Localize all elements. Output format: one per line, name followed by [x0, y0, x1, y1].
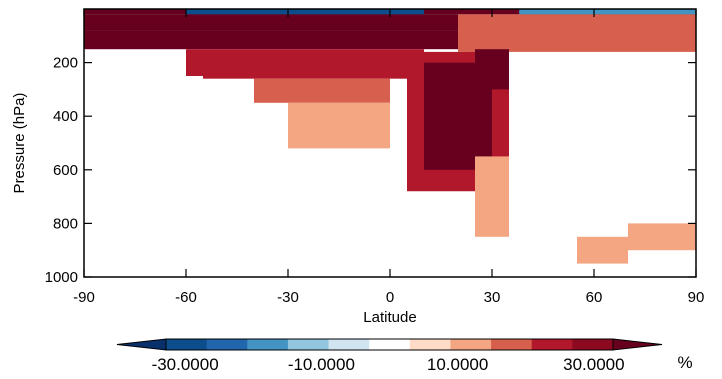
colorbar-segment-10 [531, 339, 573, 350]
colorbar-arrow-low [116, 338, 167, 351]
heatmap-cell-4 [84, 30, 458, 50]
y-axis-title: Pressure (hPa) [11, 93, 28, 194]
y-tick-label-0: 200 [53, 55, 78, 72]
colorbar-segment-9 [491, 339, 533, 350]
heatmap-cell-20 [628, 223, 696, 251]
colorbar-unit-label: % [677, 353, 692, 372]
y-tick-label-1: 400 [53, 108, 78, 125]
heatmap-cell-6 [186, 49, 424, 79]
colorbar-tick-label-2: 10.0000 [427, 355, 488, 374]
colorbar-segment-2 [206, 339, 248, 350]
colorbar-arrow-high [612, 338, 663, 351]
heatmap-cells [84, 9, 696, 277]
heatmap-cell-15 [84, 76, 203, 103]
colorbar-tick-label-0: -30.0000 [152, 355, 219, 374]
heatmap-cell-21 [679, 263, 696, 277]
heatmap-cell-3 [84, 14, 458, 31]
colorbar-tick-label-1: -10.0000 [288, 355, 355, 374]
y-tick-label-3: 800 [53, 215, 78, 232]
y-tick-label-4: 1000 [45, 269, 78, 286]
y-axis: 200 400 600 800 1000 [45, 55, 696, 286]
colorbar-segment-11 [572, 339, 614, 350]
x-tick-label-5: 60 [586, 289, 603, 306]
heatmap-cell-16 [84, 102, 135, 210]
colorbar-segment-6 [369, 339, 411, 350]
heatmap-cell-18 [407, 210, 424, 232]
heatmap-cell-14 [475, 156, 509, 237]
heatmap-cell-5 [458, 14, 696, 52]
heatmap-cell-19 [577, 236, 628, 264]
colorbar-segment-8 [450, 339, 492, 350]
x-tick-label-2: -30 [277, 289, 299, 306]
colorbar-segment-1 [166, 339, 208, 350]
y-tick-label-2: 600 [53, 162, 78, 179]
x-tick-label-4: 30 [484, 289, 501, 306]
heatmap-cell-13 [475, 49, 509, 90]
colorbar-segment-3 [247, 339, 289, 350]
x-tick-label-3: 0 [386, 289, 394, 306]
heatmap-cell-1 [519, 9, 696, 15]
heatmap-cell-2 [186, 9, 424, 15]
colorbar-segment-4 [287, 339, 330, 350]
colorbar-frame [165, 338, 614, 351]
heatmap-cell-12 [458, 116, 492, 143]
heatmap-cell-8 [288, 102, 390, 149]
colorbar-segment-5 [328, 339, 370, 350]
x-tick-label-0: -90 [73, 289, 95, 306]
x-axis-title: Latitude [363, 309, 416, 326]
heatmap-cell-7 [254, 78, 390, 103]
colorbar: -30.0000 -10.0000 10.0000 30.0000 [116, 338, 663, 374]
x-axis: -90 -60 -30 0 30 60 90 [73, 9, 704, 306]
x-tick-label-6: 90 [688, 289, 705, 306]
colorbar-segment-7 [409, 339, 451, 350]
x-tick-label-1: -60 [175, 289, 197, 306]
colorbar-tick-label-3: 30.0000 [563, 355, 624, 374]
heatmap-cell-17 [373, 210, 390, 232]
